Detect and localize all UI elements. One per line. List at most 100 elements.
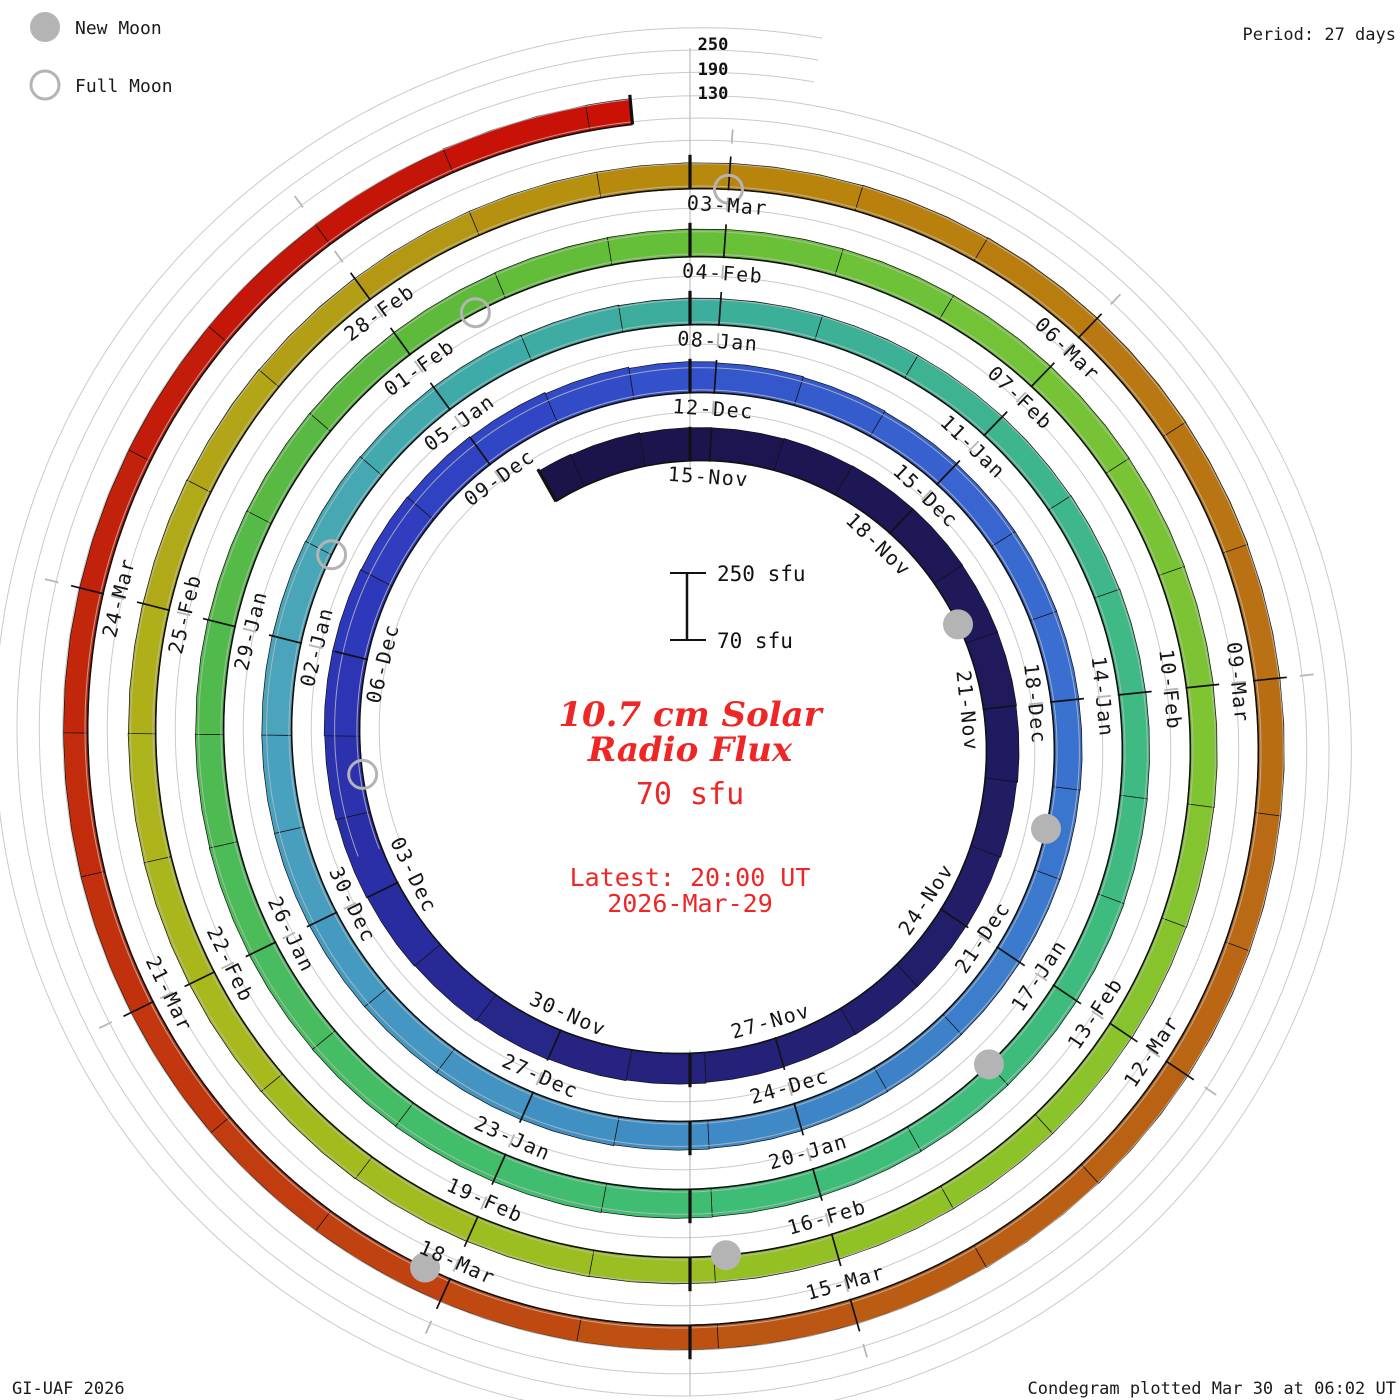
date-tick (793, 1102, 805, 1136)
full-moon-marker (316, 539, 348, 571)
date-tick (708, 427, 713, 462)
period-label: Period: 27 days (1242, 25, 1396, 45)
center-annotations: 10.7 cm Solar Radio Flux 70 sfu Latest: … (558, 695, 823, 918)
flux-bar (834, 248, 955, 320)
flux-bar (128, 603, 170, 735)
current-flux-value: 70 sfu (636, 777, 744, 812)
date-tick (268, 634, 303, 645)
full-moon-marker (347, 758, 379, 790)
date-tick-label: 03-Mar (686, 190, 769, 220)
date-tick (349, 272, 372, 301)
date-tick (939, 907, 969, 929)
flux-bar (364, 987, 455, 1074)
date-tick (718, 292, 723, 327)
date-tick (1252, 676, 1287, 682)
flux-bar (1165, 941, 1251, 1077)
date-tick (367, 881, 399, 898)
credit-left: GI-UAF 2026 (12, 1379, 125, 1399)
date-tick (982, 411, 1008, 437)
date-tick (722, 224, 727, 259)
new-moon-marker (711, 1240, 741, 1271)
chart-title-line1: 10.7 cm Solar (558, 695, 823, 735)
flux-bar (710, 1168, 822, 1218)
date-tick (136, 601, 171, 612)
new-moon-marker (1031, 813, 1061, 844)
date-tick (70, 584, 105, 595)
date-tick (1077, 313, 1103, 339)
radial-axis-label-130: 130 (698, 84, 729, 104)
scale-bar-top-label: 250 sfu (717, 562, 806, 586)
date-tick (830, 1233, 842, 1267)
flux-bar (970, 777, 1018, 858)
date-tick (202, 617, 237, 628)
flux-bar (354, 210, 480, 300)
flux-bar (261, 734, 305, 834)
spiral-overlay (0, 27, 1352, 1400)
date-tick-label: 12-Dec (672, 394, 755, 424)
scale-bar-bottom-label: 70 sfu (717, 629, 793, 653)
date-tick-label: 15-Nov (667, 462, 750, 492)
date-tick (435, 1277, 452, 1310)
date-tick (491, 1153, 507, 1186)
credit-right: Condegram plotted Mar 30 at 06:02 UT (1028, 1379, 1396, 1399)
date-tick (1050, 697, 1084, 703)
date-tick-label: 04-Feb (681, 258, 764, 288)
date-tick (123, 1000, 155, 1018)
flux-bar (704, 1037, 785, 1083)
flux-bar (1048, 495, 1120, 599)
full-moon-marker (713, 173, 744, 205)
new-moon-marker (943, 609, 973, 640)
flux-bar (983, 705, 1020, 783)
flux-bar (246, 412, 331, 524)
date-tick (1052, 983, 1082, 1005)
flux-bar (873, 1013, 963, 1092)
latest-date-label: 2026-Mar-29 (607, 889, 773, 918)
flux-bar (305, 456, 383, 556)
date-tick (1185, 683, 1220, 689)
date-tick-label: 08-Jan (677, 326, 760, 356)
date-tick (184, 970, 216, 988)
date-tick (1165, 1060, 1195, 1081)
date-tick (429, 382, 452, 411)
flux-bar (544, 366, 635, 424)
flux-bar (1162, 421, 1249, 554)
flux-bar (940, 1113, 1054, 1210)
date-tick (389, 327, 412, 356)
flux-bar (311, 1030, 414, 1127)
flux-bar (814, 315, 919, 379)
flux-bar (261, 635, 302, 736)
full-moon-legend-label: Full Moon (75, 76, 173, 97)
moon-legend: New Moon Full Moon (29, 12, 173, 101)
chart-title-line2: Radio Flux (587, 730, 793, 770)
date-tick (935, 459, 961, 486)
date-tick (546, 1029, 562, 1061)
flux-bar (707, 1103, 803, 1149)
flux-bar (80, 871, 154, 1014)
date-tick (334, 650, 369, 661)
full-moon-legend-icon (29, 69, 61, 101)
date-tick (469, 437, 492, 466)
new-moon-marker (410, 1252, 441, 1283)
radial-axis-label-250: 250 (698, 35, 729, 55)
flux-bar (186, 368, 280, 493)
date-tick (518, 1091, 535, 1123)
latest-time-label: Latest: 20:00 UT (570, 863, 811, 892)
date-tick (713, 359, 718, 394)
flux-bar (323, 650, 368, 737)
date-tick (1117, 690, 1152, 696)
flux-bar (625, 1049, 707, 1085)
flux-bar (570, 432, 646, 487)
date-tick (996, 945, 1026, 967)
flux-bar (414, 944, 497, 1022)
radial-axis-labels: 250 190 130 (698, 35, 729, 104)
new-moon-marker (974, 1049, 1004, 1080)
date-tick (774, 1036, 786, 1071)
flux-bar (1105, 458, 1186, 577)
spiral-flux-bands (62, 98, 1285, 1351)
date-tick (727, 156, 732, 191)
date-tick (982, 704, 1017, 711)
flux-bar (840, 963, 918, 1035)
flux-bar (194, 733, 238, 849)
date-tick (245, 941, 277, 958)
flux-scale-bar (670, 572, 706, 641)
